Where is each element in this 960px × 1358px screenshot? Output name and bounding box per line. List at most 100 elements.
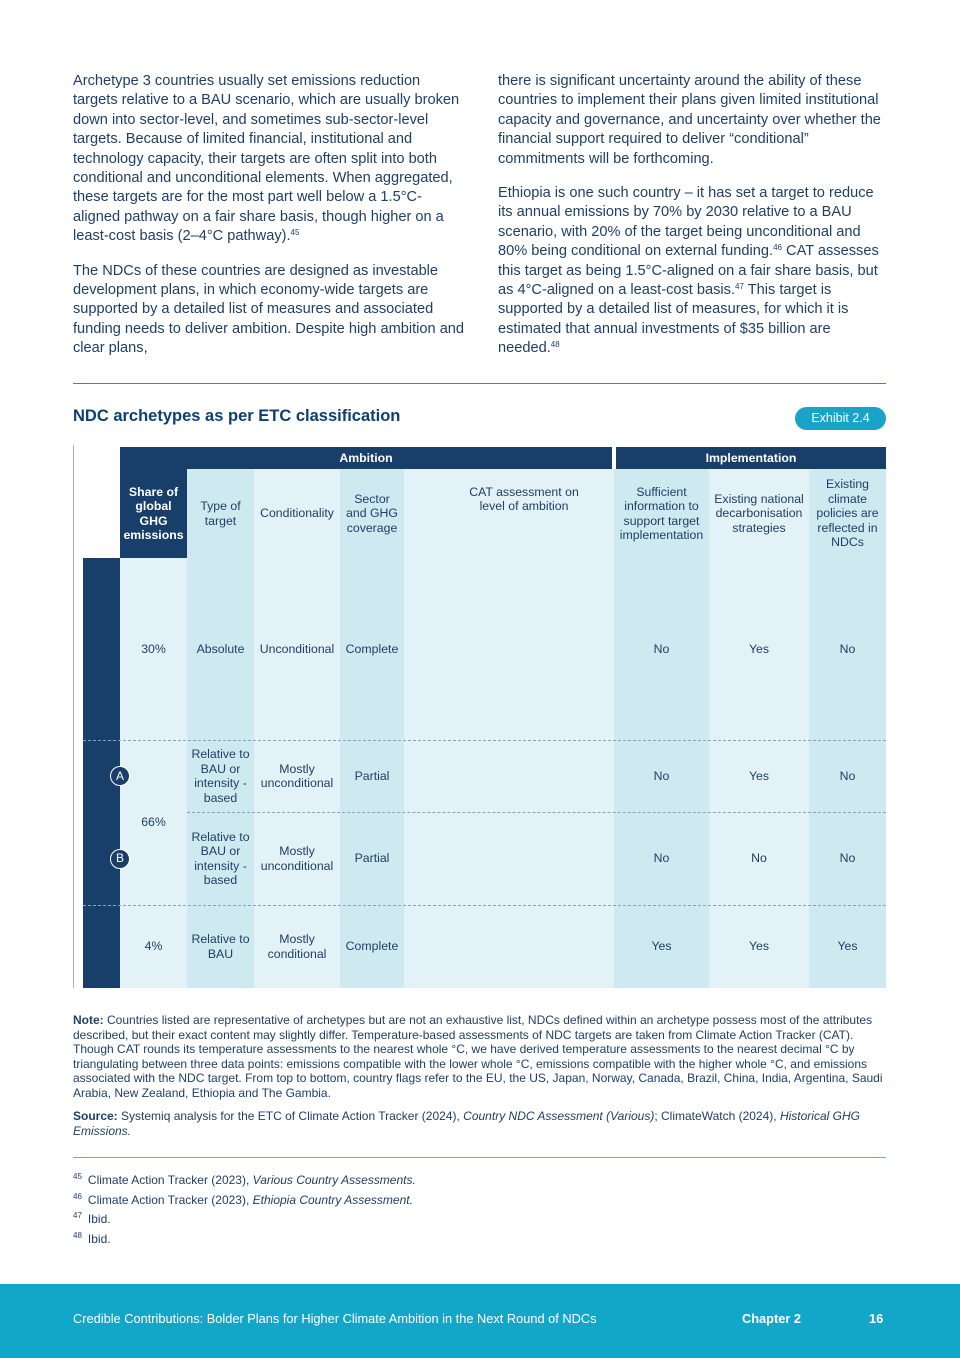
row-separator (83, 905, 886, 906)
footer-chapter: Chapter 2 (742, 1311, 802, 1326)
footnote-ref: 47 (735, 282, 744, 292)
exhibit-badge: Exhibit 2.4 (795, 407, 886, 430)
share-cell: 4% (120, 905, 187, 988)
footnote-text: Ibid. (87, 1231, 111, 1246)
border (73, 445, 74, 988)
national-cell: Yes (709, 558, 809, 740)
column-header: Conditionality (254, 469, 340, 558)
footnote: 48 Ibid. (73, 1230, 886, 1252)
footer-title: Credible Contributions: Bolder Plans for… (73, 1311, 597, 1326)
policies-cell: Yes (809, 905, 886, 988)
divider (73, 1157, 886, 1158)
chart-cell (404, 740, 614, 812)
text: This target is supported by a detailed l… (498, 282, 849, 357)
type-cell: Relative to BAU or intensity -based (187, 812, 254, 905)
column-header: Existing national decarbonisation strate… (709, 469, 809, 558)
note-text: Countries listed are representative of a… (73, 1013, 883, 1100)
column-header: Sufficient information to support target… (614, 469, 709, 558)
archetype-band (83, 905, 120, 988)
footnote-title: Ethiopia Country Assessment. (252, 1192, 413, 1207)
footnote-title: Various Country Assessments. (252, 1173, 416, 1187)
paragraph: Ethiopia is one such country – it has se… (498, 184, 890, 359)
footnote-text: Climate Action Tracker (2023), (87, 1192, 253, 1207)
column-header: CAT assessment on level of ambition (469, 484, 579, 514)
policies-cell: No (809, 558, 886, 740)
footnote-number: 45 (73, 1172, 82, 1181)
policies-cell: No (809, 740, 886, 812)
sufficient-cell: No (614, 740, 709, 812)
footer-page: 16 (869, 1311, 884, 1326)
conditionality-cell: Mostly conditional (254, 905, 340, 988)
marker: B (110, 848, 130, 869)
column-header: Share of global GHG emissions (120, 469, 187, 558)
text: Archetype 3 countries usually set emissi… (73, 73, 460, 245)
text: there is significant uncertainty around … (498, 73, 881, 167)
coverage-cell: Complete (340, 905, 404, 988)
source-text: Historical GHG Emissions. (73, 1109, 860, 1138)
sufficient-cell: No (614, 558, 709, 740)
marker: A (110, 766, 130, 786)
national-cell: No (709, 812, 809, 905)
row-separator (83, 740, 886, 741)
coverage-cell: Partial (340, 812, 404, 905)
footnote-text: Ibid. (87, 1212, 111, 1226)
sufficient-cell: No (614, 812, 709, 905)
source-text: ; ClimateWatch (2024), (654, 1109, 780, 1123)
row-separator (187, 812, 886, 813)
paragraph: Archetype 3 countries usually set emissi… (73, 72, 465, 247)
text: The NDCs of these countries are designed… (73, 262, 465, 357)
source-text: Systemiq analysis for the ETC of Climate… (121, 1109, 464, 1123)
footnote-number: 47 (73, 1211, 82, 1220)
national-cell: Yes (709, 740, 809, 812)
footnote-ref: 48 (550, 340, 560, 350)
footnote-text: Climate Action Tracker (2023), (87, 1173, 253, 1187)
conditionality-cell: Mostly unconditional (254, 812, 340, 905)
footnote-ref: 45 (290, 228, 300, 238)
sufficient-cell: Yes (614, 905, 709, 988)
column-header: Type of target (187, 469, 254, 558)
text: CAT assesses this target as being 1.5°C-… (498, 243, 879, 299)
footnote: 46 Climate Action Tracker (2023), Ethiopi… (73, 1191, 886, 1213)
chart-cell (404, 905, 614, 988)
type-cell: Relative to BAU or intensity -based (187, 740, 254, 812)
footnote-number: 48 (73, 1230, 82, 1240)
type-cell: Absolute (187, 558, 254, 740)
share-cell: 30% (120, 558, 187, 740)
archetype-band (83, 558, 120, 740)
coverage-cell: Complete (340, 558, 404, 740)
type-cell: Relative to BAU (187, 905, 254, 988)
exhibit-title: NDC archetypes as per ETC classification (73, 407, 401, 425)
column-header (404, 469, 614, 558)
paragraph: The NDCs of these countries are designed… (73, 262, 465, 359)
footnote: 47 Ibid. (73, 1212, 886, 1232)
divider (73, 383, 886, 384)
paragraph: there is significant uncertainty around … (498, 72, 890, 169)
left-column: Archetype 3 countries usually set emissi… (73, 72, 465, 374)
right-column: there is significant uncertainty around … (498, 72, 890, 374)
note-label: Note: (73, 1013, 104, 1027)
note: Note: Countries listed are representativ… (73, 1013, 888, 1101)
coverage-cell: Partial (340, 740, 404, 812)
group-header: Implementation (616, 447, 886, 469)
footnotes: 45 Climate Action Tracker (2023), Various… (73, 1173, 886, 1251)
column-header: Sector and GHG coverage (340, 469, 404, 558)
chart-cell (404, 558, 614, 740)
conditionality-cell: Unconditional (254, 558, 340, 740)
source-text: Country NDC Assessment (Various) (463, 1109, 655, 1123)
footnote-number: 46 (73, 1191, 82, 1201)
footnote: 45 Climate Action Tracker (2023), Various… (73, 1173, 886, 1193)
group-header: Ambition (120, 447, 612, 469)
national-cell: Yes (709, 905, 809, 988)
conditionality-cell: Mostly unconditional (254, 740, 340, 812)
text: Ethiopia is one such country – it has se… (498, 185, 874, 260)
source-label: Source: (73, 1109, 118, 1123)
chart-cell (404, 812, 614, 905)
share-cell: 66% (120, 740, 187, 905)
archetype-band (83, 740, 120, 905)
policies-cell: No (809, 812, 886, 905)
source: Source: Systemiq analysis for the ETC of… (73, 1109, 888, 1138)
column-header: Existing climate policies are reflected … (809, 469, 886, 558)
footnote-ref: 46 (773, 243, 782, 253)
footer: Credible Contributions: Bolder Plans for… (0, 1284, 960, 1358)
